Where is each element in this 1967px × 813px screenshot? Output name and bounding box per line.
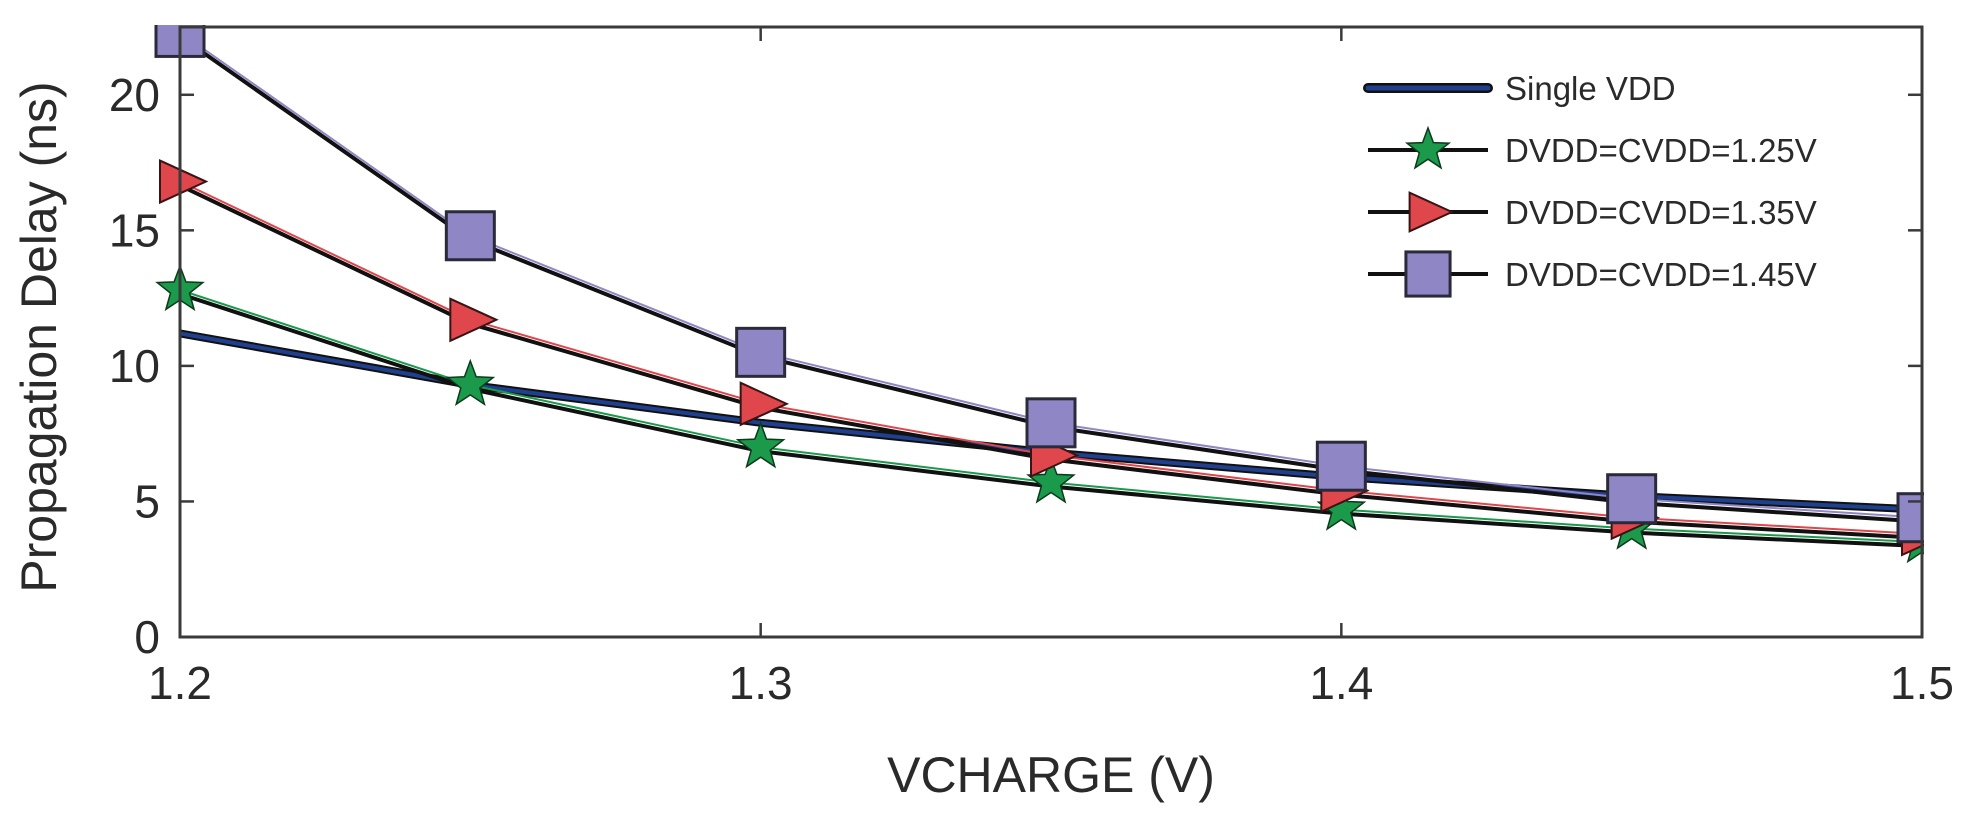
data-point xyxy=(444,210,496,262)
data-point xyxy=(739,381,790,427)
data-point xyxy=(735,421,786,469)
x-axis-label: VCHARGE (V) xyxy=(887,747,1215,803)
y-tick-label: 10 xyxy=(109,340,160,392)
data-point xyxy=(445,358,496,407)
plot-frame xyxy=(178,25,1924,639)
legend-label-dvdd-1-35: DVDD=CVDD=1.35V xyxy=(1505,194,1817,231)
data-point xyxy=(449,297,499,343)
legend-marker xyxy=(1404,250,1452,298)
x-tick-label: 1.2 xyxy=(148,657,212,709)
data-point xyxy=(1025,397,1077,449)
legend-marker xyxy=(1408,191,1455,233)
legend-label-dvdd-1-25: DVDD=CVDD=1.25V xyxy=(1505,132,1817,169)
ticks-layer: 1.2 1.3 1.4 1.5 0 5 10 15 20 xyxy=(109,27,1954,709)
data-point xyxy=(1606,473,1658,525)
y-tick-label: 0 xyxy=(134,611,160,663)
data-point xyxy=(1315,440,1367,492)
series-layer xyxy=(154,25,1924,564)
legend: Single VDD DVDD=CVDD=1.25V DVDD=CVDD=1.35V… xyxy=(1363,70,1817,298)
y-tick-label: 15 xyxy=(109,204,160,256)
legend-label-single-vdd: Single VDD xyxy=(1505,70,1676,107)
data-point xyxy=(735,326,787,378)
x-tick-label: 1.3 xyxy=(729,657,793,709)
data-point xyxy=(159,158,209,205)
y-axis-label: Propagation Delay (ns) xyxy=(11,81,67,592)
series-dvdd-1-45 xyxy=(154,25,1924,544)
y-tick-label: 20 xyxy=(109,69,160,121)
x-tick-label: 1.4 xyxy=(1309,657,1373,709)
legend-label-dvdd-1-45: DVDD=CVDD=1.45V xyxy=(1505,256,1817,293)
legend-marker xyxy=(1404,125,1452,170)
x-tick-label: 1.5 xyxy=(1890,657,1954,709)
y-tick-label: 5 xyxy=(134,475,160,527)
